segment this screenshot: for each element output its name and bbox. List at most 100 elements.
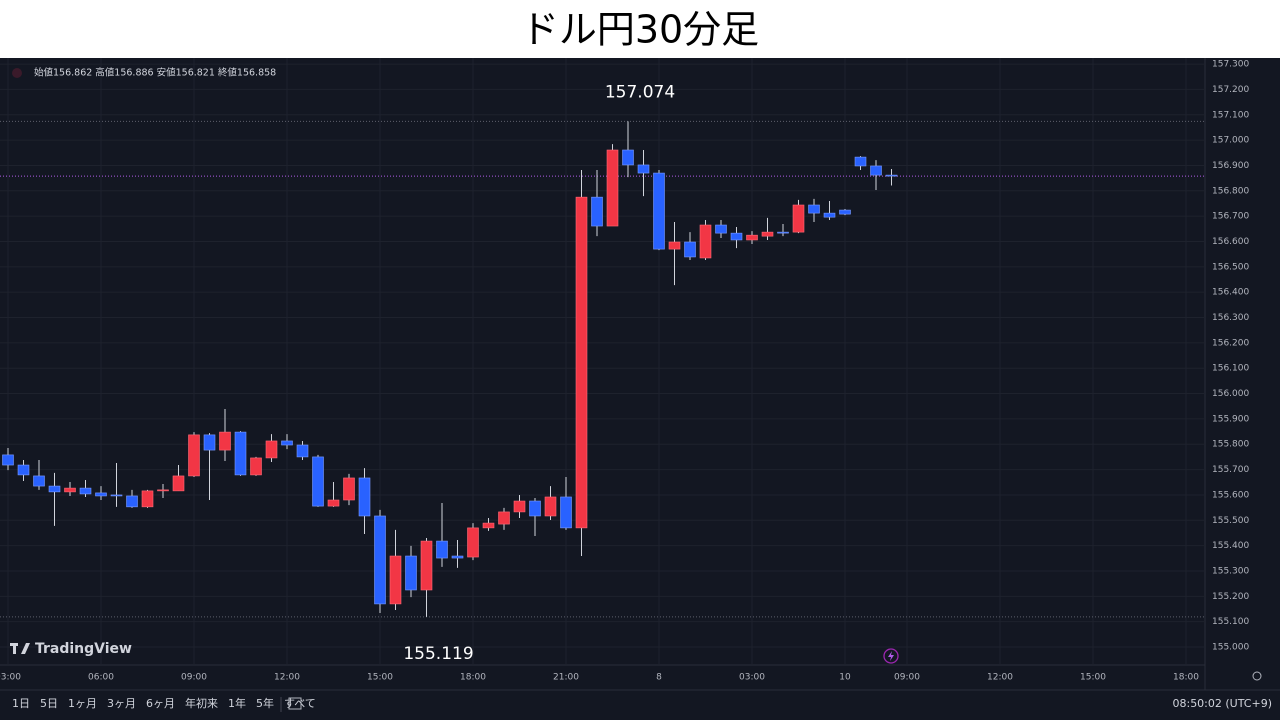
x-tick-label: 8 xyxy=(656,673,662,683)
range-button[interactable]: 年初来 xyxy=(185,696,218,710)
y-tick-label: 156.800 xyxy=(1212,186,1249,196)
candle-body xyxy=(885,174,898,177)
candle-body xyxy=(95,492,107,497)
candle-body xyxy=(48,485,61,493)
candle-body xyxy=(172,475,185,492)
y-tick-label: 156.500 xyxy=(1212,262,1249,272)
candle-body xyxy=(2,454,14,466)
x-tick-label: 09:00 xyxy=(181,673,207,683)
candle-body xyxy=(513,500,526,513)
candle-body xyxy=(622,149,634,166)
candle-body xyxy=(839,209,851,215)
logo-shape xyxy=(13,643,16,654)
candle-body xyxy=(777,231,789,234)
candle-body xyxy=(343,477,355,501)
logo-shape xyxy=(21,643,30,654)
x-tick-label: 18:00 xyxy=(460,673,486,683)
candle-body xyxy=(792,204,805,233)
watermark: TradingView xyxy=(35,641,132,657)
candle-body xyxy=(374,515,386,605)
candle-body xyxy=(498,511,510,525)
y-tick-label: 157.000 xyxy=(1212,136,1249,146)
grid xyxy=(0,58,1205,665)
candle-body xyxy=(358,477,371,517)
y-tick-label: 156.900 xyxy=(1212,161,1249,171)
candle-body xyxy=(265,440,278,459)
x-tick-label: 15:00 xyxy=(1080,673,1106,683)
extreme-label: 155.119 xyxy=(403,644,473,664)
candle-body xyxy=(730,232,743,241)
y-tick-label: 155.900 xyxy=(1212,414,1249,424)
candle-body xyxy=(420,540,433,591)
goto-date-icon[interactable] xyxy=(288,697,302,710)
alert-icon[interactable] xyxy=(883,648,899,664)
candle-body xyxy=(808,204,820,214)
x-tick-label: 06:00 xyxy=(88,673,114,683)
candle-body xyxy=(761,231,774,237)
y-tick-label: 157.200 xyxy=(1212,85,1249,95)
candle-body xyxy=(715,224,727,234)
x-tick-label: 12:00 xyxy=(274,673,300,683)
y-tick-label: 156.100 xyxy=(1212,364,1249,374)
range-button[interactable]: 1ヶ月 xyxy=(68,697,97,710)
candle-body xyxy=(823,212,836,218)
y-tick-label: 155.000 xyxy=(1212,643,1249,653)
candle-body xyxy=(653,172,665,250)
candle-body xyxy=(281,440,293,446)
candle-body xyxy=(219,431,231,451)
candles xyxy=(2,121,898,617)
x-tick-label: 10 xyxy=(839,673,851,683)
candle-body xyxy=(637,164,650,174)
range-button[interactable]: 5年 xyxy=(256,696,274,710)
chart-title: ドル円30分足 xyxy=(521,8,759,52)
y-tick-label: 155.800 xyxy=(1212,440,1249,450)
candle-body xyxy=(591,196,603,227)
candle-body xyxy=(33,475,45,487)
x-tick-label: 09:00 xyxy=(894,673,920,683)
y-tick-label: 156.000 xyxy=(1212,389,1249,399)
candle-body xyxy=(64,487,76,493)
candle-body xyxy=(157,489,169,492)
candle-body xyxy=(560,496,572,529)
candle-body xyxy=(544,496,557,517)
range-button[interactable]: 1日 xyxy=(12,697,30,710)
alert-icon-bolt xyxy=(888,651,894,661)
y-tick-label: 156.400 xyxy=(1212,288,1249,298)
candle-body xyxy=(188,434,200,477)
y-tick-label: 157.100 xyxy=(1212,110,1249,120)
range-button[interactable]: 1年 xyxy=(228,696,246,710)
candle-body xyxy=(141,490,154,508)
range-button[interactable]: すべて xyxy=(284,697,316,710)
candle-body xyxy=(110,494,123,497)
candle-body xyxy=(327,499,340,507)
candle-body xyxy=(203,434,216,451)
range-button[interactable]: 3ヶ月 xyxy=(107,697,136,710)
x-tick-label: 12:00 xyxy=(987,673,1013,683)
range-button[interactable]: 5日 xyxy=(40,697,58,710)
x-tick-label: 03:00 xyxy=(739,673,765,683)
candle-body xyxy=(854,156,867,167)
x-tick-label: 15:00 xyxy=(367,673,393,683)
candle-body xyxy=(668,241,681,250)
symbol-icon[interactable] xyxy=(12,68,22,78)
extreme-label: 157.074 xyxy=(605,82,675,102)
candle-body xyxy=(126,495,138,508)
watermark-logo: TradingView xyxy=(10,641,132,657)
settings-icon[interactable] xyxy=(1252,671,1262,681)
range-button[interactable]: 6ヶ月 xyxy=(146,697,175,710)
y-tick-label: 155.400 xyxy=(1212,541,1249,551)
y-tick-label: 156.200 xyxy=(1212,338,1249,348)
ohlc-legend: 始値156.862 高値156.886 安値156.821 終値156.858 xyxy=(34,67,276,79)
candle-body xyxy=(482,522,495,529)
y-tick-label: 155.200 xyxy=(1212,592,1249,602)
candle-body xyxy=(389,555,402,605)
candle-body xyxy=(451,555,464,559)
candle-body xyxy=(870,165,882,176)
y-tick-label: 155.100 xyxy=(1212,617,1249,627)
y-tick-label: 156.600 xyxy=(1212,237,1249,247)
candle-body xyxy=(746,234,758,241)
y-tick-label: 155.700 xyxy=(1212,465,1249,475)
candle-body xyxy=(250,457,262,476)
candle-body xyxy=(606,149,619,227)
